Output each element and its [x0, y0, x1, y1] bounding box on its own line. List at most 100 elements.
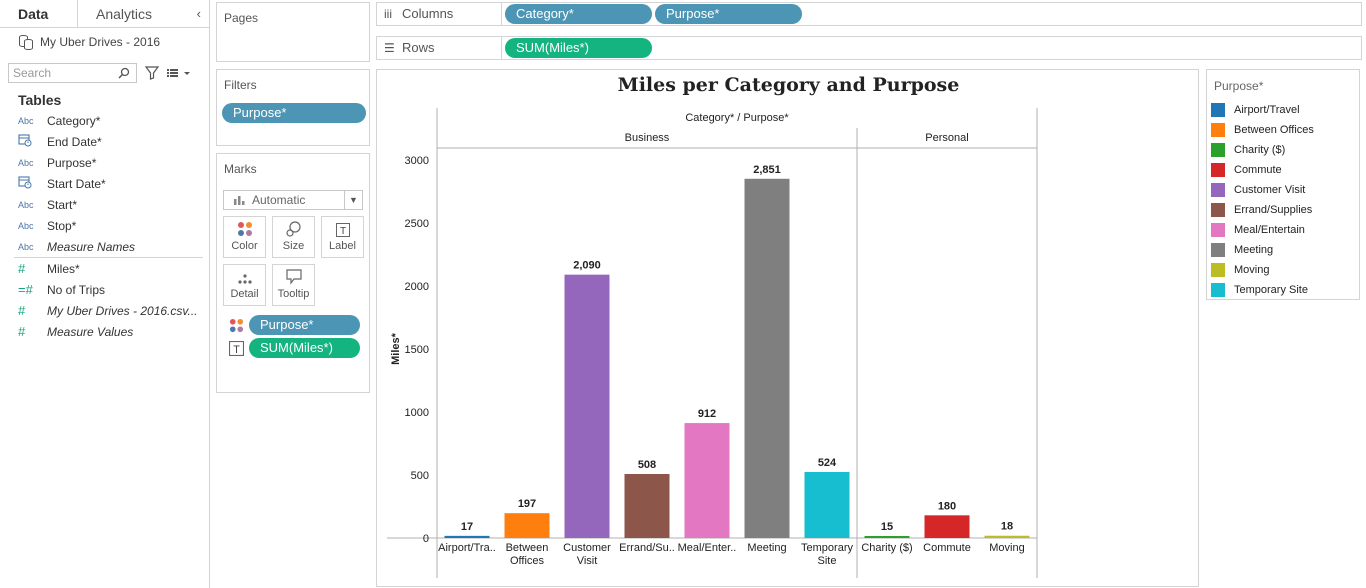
tab-data[interactable]: Data: [0, 0, 78, 27]
number-field-icon: #: [18, 303, 26, 318]
pages-card[interactable]: Pages: [216, 2, 370, 62]
field-start-date[interactable]: Start Date*: [0, 173, 209, 194]
mark-pill-color-row: Purpose*: [229, 315, 360, 335]
data-label: 180: [938, 500, 956, 512]
number-field-icon: =#: [18, 282, 33, 297]
rows-shelf[interactable]: ☰ Rows SUM(Miles*): [376, 36, 1362, 60]
field-purpose[interactable]: Abc Purpose*: [0, 152, 209, 173]
x-tick-label: Moving: [989, 542, 1024, 554]
y-tick-label: 2500: [405, 218, 429, 230]
field-measure-names[interactable]: Abc Measure Names: [0, 236, 209, 257]
legend-item-between-offices[interactable]: Between Offices: [1207, 120, 1359, 140]
color-icon: [229, 318, 244, 333]
columns-shelf[interactable]: iii Columns Category* Purpose*: [376, 2, 1362, 26]
search-box: [8, 63, 137, 83]
field-end-date[interactable]: End Date*: [0, 131, 209, 152]
view-options-icon[interactable]: [167, 67, 191, 79]
search-row: [0, 56, 209, 90]
string-field-icon: Abc: [18, 115, 34, 126]
field-divider: [14, 257, 203, 258]
number-field-icon: #: [18, 324, 26, 339]
chevron-down-icon[interactable]: ▼: [344, 191, 362, 209]
columns-pill-category[interactable]: Category*: [505, 4, 652, 24]
dimension-list: Abc Category* End Date* Abc Purpose* Start Da…: [0, 110, 209, 257]
x-tick-label: Airport/Tra..: [438, 542, 496, 554]
header-label: Category* / Purpose*: [685, 112, 789, 124]
search-icon[interactable]: [118, 67, 130, 79]
field-stop[interactable]: Abc Stop*: [0, 215, 209, 236]
field-no-of-trips[interactable]: =# No of Trips: [0, 279, 209, 300]
legend-item-meeting[interactable]: Meeting: [1207, 240, 1359, 260]
data-label: 2,851: [753, 164, 781, 176]
field-name: My Uber Drives - 2016.csv...: [47, 303, 198, 318]
mark-pill-purpose[interactable]: Purpose*: [249, 315, 360, 335]
tooltip-button[interactable]: Tooltip: [272, 264, 315, 306]
search-input[interactable]: [13, 66, 118, 80]
legend-label: Charity ($): [1234, 144, 1286, 156]
field-my-uber-drives-2016-csv[interactable]: # My Uber Drives - 2016.csv...: [0, 300, 209, 321]
y-axis-label: Miles*: [390, 332, 402, 365]
legend-item-charity[interactable]: Charity ($): [1207, 140, 1359, 160]
x-tick-label: Errand/Su..: [619, 542, 675, 554]
date-field-icon: [18, 133, 40, 150]
filter-pill-purpose[interactable]: Purpose*: [222, 103, 366, 123]
field-measure-values[interactable]: # Measure Values: [0, 321, 209, 342]
legend-item-errand-supplies[interactable]: Errand/Supplies: [1207, 200, 1359, 220]
field-name: Measure Values: [47, 324, 134, 339]
x-tick-label: Charity ($): [861, 542, 912, 554]
x-tick-label: Commute: [923, 542, 971, 554]
legend-item-airport-travel[interactable]: Airport/Travel: [1207, 100, 1359, 120]
collapse-icon[interactable]: ‹: [196, 6, 201, 21]
legend-item-moving[interactable]: Moving: [1207, 260, 1359, 280]
x-tick-label: Between: [506, 542, 549, 554]
tab-analytics[interactable]: Analytics: [96, 6, 153, 22]
color-legend: Purpose* Airport/Travel Between Offices Ch…: [1206, 69, 1360, 300]
color-button[interactable]: Color: [223, 216, 266, 258]
detail-button[interactable]: Detail: [223, 264, 266, 306]
legend-swatch: [1211, 223, 1225, 237]
bar-commute: [924, 515, 970, 538]
mark-type-dropdown[interactable]: Automatic ▼: [223, 190, 363, 210]
bar-meeting: [744, 178, 790, 539]
string-field-icon: Abc: [18, 241, 34, 252]
rows-pill-sum-miles[interactable]: SUM(Miles*): [505, 38, 652, 58]
data-pane: Data Analytics ‹ My Uber Drives - 2016 T…: [0, 0, 210, 588]
field-miles[interactable]: # Miles*: [0, 258, 209, 279]
filters-title: Filters: [224, 78, 257, 92]
pages-title: Pages: [224, 11, 259, 25]
bar-chart-icon: [234, 196, 245, 205]
filters-card[interactable]: Filters Purpose*: [216, 69, 370, 146]
datasource-name: My Uber Drives - 2016: [40, 35, 161, 49]
legend-label: Commute: [1234, 164, 1282, 176]
filter-icon[interactable]: [145, 66, 159, 80]
legend-swatch: [1211, 243, 1225, 257]
label-button[interactable]: T Label: [321, 216, 364, 258]
mark-pill-sum-miles[interactable]: SUM(Miles*): [249, 338, 360, 358]
field-name: Category*: [47, 113, 101, 128]
field-name: End Date*: [47, 134, 102, 149]
tables-heading: Tables: [18, 92, 62, 108]
legend-label: Meeting: [1234, 244, 1274, 256]
field-name: Start*: [47, 197, 78, 212]
number-field-icon: #: [18, 261, 26, 276]
group-header-business: Business: [625, 132, 670, 144]
columns-pill-purpose[interactable]: Purpose*: [655, 4, 802, 24]
legend-items: Airport/Travel Between Offices Charity ($)…: [1207, 100, 1359, 300]
field-category[interactable]: Abc Category*: [0, 110, 209, 131]
data-label: 2,090: [573, 260, 601, 272]
legend-item-customer-visit[interactable]: Customer Visit: [1207, 180, 1359, 200]
legend-item-commute[interactable]: Commute: [1207, 160, 1359, 180]
columns-label-text: Columns: [402, 6, 454, 21]
legend-label: Temporary Site: [1234, 284, 1308, 296]
field-start[interactable]: Abc Start*: [0, 194, 209, 215]
legend-item-temporary-site[interactable]: Temporary Site: [1207, 280, 1359, 300]
datasource-icon: [18, 34, 34, 50]
legend-label: Airport/Travel: [1234, 104, 1300, 116]
rows-label: ☰ Rows: [377, 37, 502, 59]
legend-item-meal-entertain[interactable]: Meal/Entertain: [1207, 220, 1359, 240]
x-tick-label: Site: [818, 555, 837, 567]
datasource[interactable]: My Uber Drives - 2016: [0, 28, 209, 56]
field-name: Start Date*: [47, 176, 106, 191]
bar-airport-tra: [444, 535, 490, 538]
size-button[interactable]: Size: [272, 216, 315, 258]
